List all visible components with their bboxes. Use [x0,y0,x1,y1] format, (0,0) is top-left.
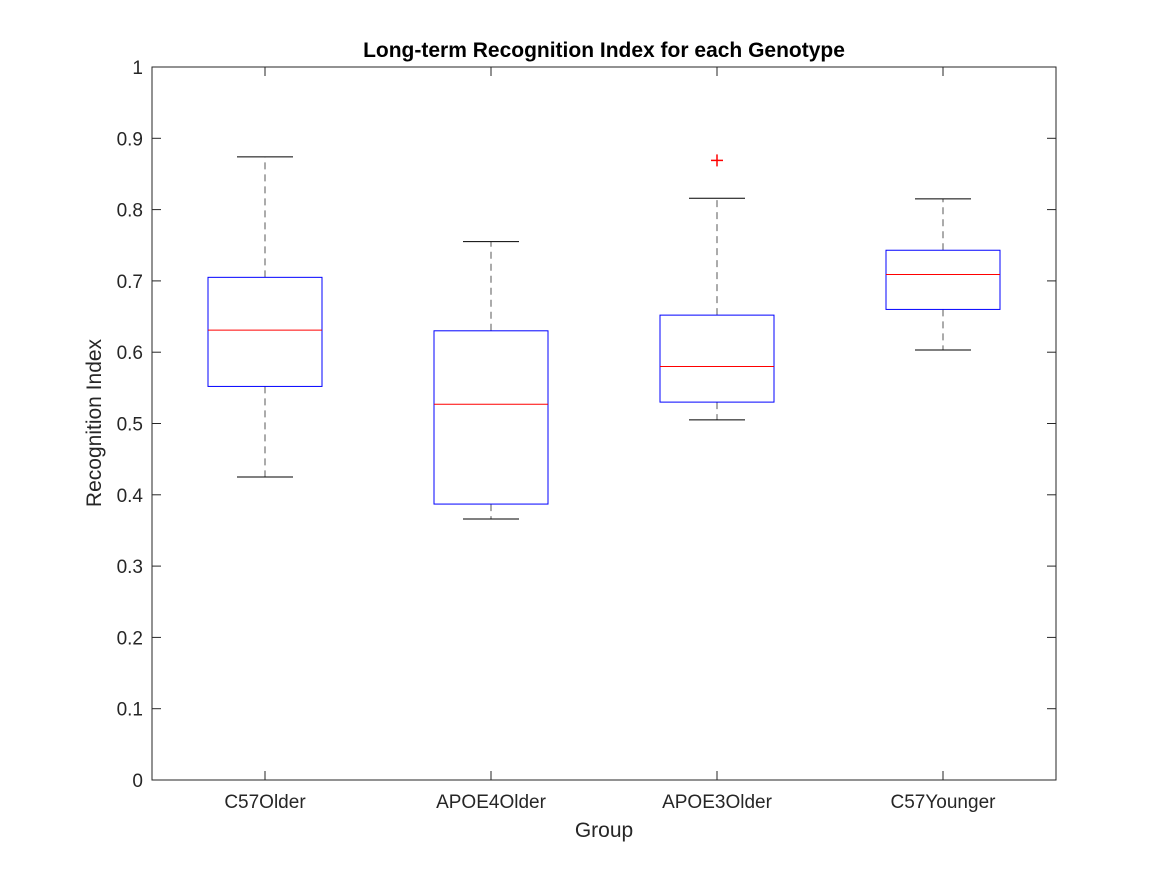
box-group [885,198,1001,351]
y-tick-label: 0.3 [117,557,143,578]
y-axis-label: Recognition Index [83,338,106,507]
box-iqr [433,330,549,505]
y-tick-label: 0.5 [117,415,143,436]
x-tick-label: C57Younger [891,792,997,813]
outlier-marker [711,154,723,167]
box-iqr [207,276,323,387]
axes-layer: 0 0.1 0.2 0.3 0.4 0.5 0.6 0.7 0.8 0.9 1 C57Older APO… [117,58,1056,813]
box-group [207,156,323,478]
x-tick-label: APOE4Older [436,792,546,813]
x-tick-label: C57Older [224,792,306,813]
y-tick-label: 1 [132,58,143,79]
y-tick-label: 0.4 [117,486,144,507]
chart-title: Long-term Recognition Index for each Gen… [363,39,845,62]
y-tick-label: 0.1 [117,700,143,721]
y-tick-label: 0.8 [117,201,143,222]
x-axis-label: Group [575,819,633,842]
y-tick-label: 0.9 [117,129,143,150]
box-iqr [659,314,775,403]
box-group [433,241,549,520]
plot-area-background [152,67,1056,780]
box-group [659,154,775,421]
y-tick-label: 0 [132,771,143,792]
y-tick-label: 0.6 [117,343,143,364]
x-tick-label: APOE3Older [662,792,772,813]
box-iqr [885,249,1001,310]
boxes-layer [207,154,1001,520]
y-tick-label: 0.2 [117,628,143,649]
y-tick-label: 0.7 [117,272,143,293]
